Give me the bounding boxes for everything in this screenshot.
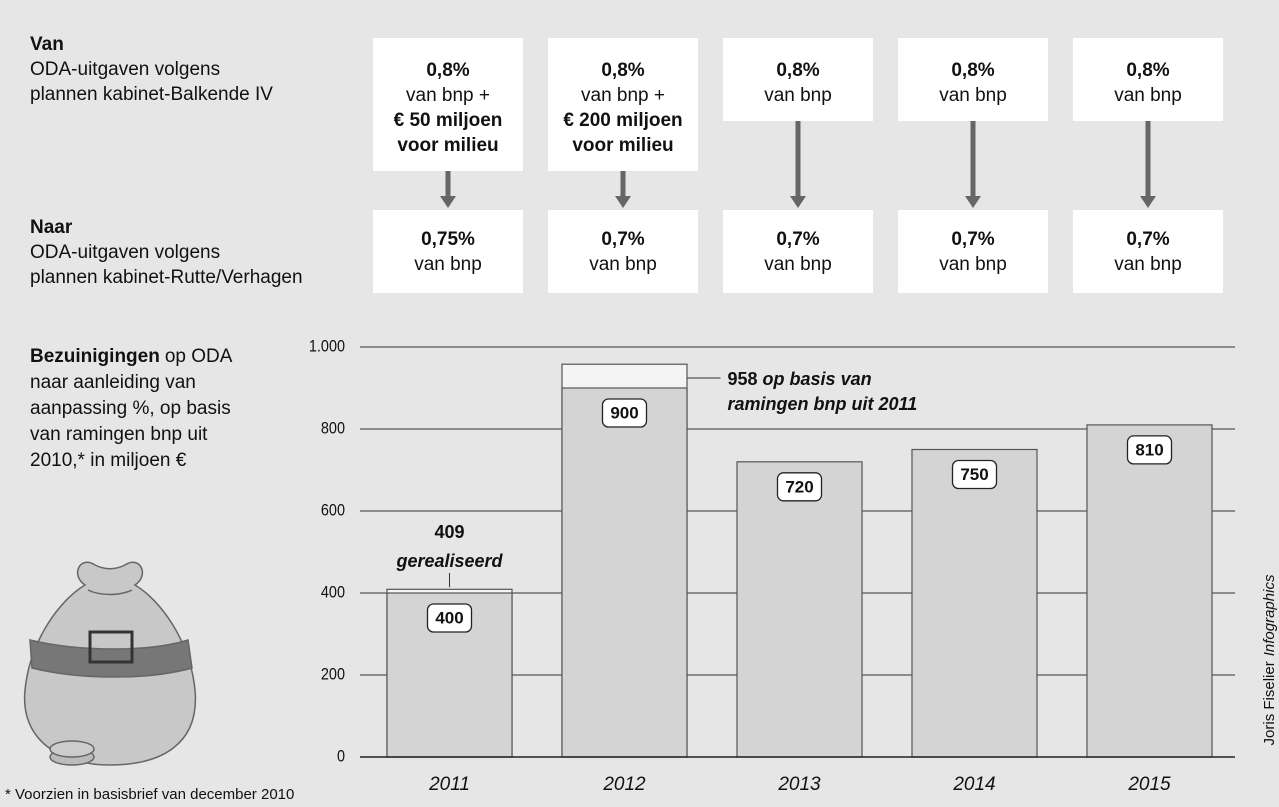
value-label: 750 — [960, 465, 988, 484]
bar — [737, 462, 862, 757]
credit-name: Joris Fiselier — [1261, 661, 1278, 745]
to-box — [898, 210, 1048, 293]
bar — [912, 450, 1037, 758]
data-label: 958 — [728, 369, 758, 389]
box-pct: 0,8% — [951, 60, 994, 81]
y-tick-label: 600 — [321, 501, 345, 519]
box-line-bold: € 200 miljoen — [563, 110, 682, 131]
block-title: Van — [30, 34, 64, 55]
x-tick-label: 2013 — [777, 774, 821, 795]
x-tick-label: 2012 — [602, 774, 646, 795]
infographic: Van ODA-uitgaven volgens plannen kabinet-B… — [0, 0, 1279, 807]
annotation-text: op basis van — [763, 369, 872, 389]
box-line: van bnp — [589, 254, 657, 275]
box-pct: 0,8% — [1126, 60, 1169, 81]
to-box — [723, 210, 873, 293]
block-line: ODA-uitgaven volgens — [30, 59, 220, 80]
box-line: van bnp — [939, 85, 1007, 106]
y-tick-label: 400 — [321, 583, 345, 601]
block-line: ODA-uitgaven volgens — [30, 242, 220, 263]
box-pct: 0,7% — [601, 229, 644, 250]
description-line: 2010,* in miljoen € — [30, 450, 187, 471]
box-line-bold: € 50 miljoen — [394, 110, 503, 131]
box-line: van bnp — [414, 254, 482, 275]
bar — [562, 388, 687, 757]
to-box — [1073, 210, 1223, 293]
y-tick-label: 1.000 — [309, 337, 345, 355]
to-box — [548, 210, 698, 293]
y-tick-label: 800 — [321, 419, 345, 437]
description-line: naar aanleiding van — [30, 372, 196, 393]
box-pct: 0,8% — [776, 60, 819, 81]
box-pct: 0,7% — [951, 229, 994, 250]
box-line: van bnp — [1114, 254, 1182, 275]
x-tick-label: 2015 — [1127, 774, 1171, 795]
annotation-text: ramingen bnp uit 2011 — [728, 394, 918, 414]
box-pct: 0,75% — [421, 229, 475, 250]
value-label: 810 — [1135, 440, 1163, 459]
box-line: van bnp + — [581, 85, 665, 106]
coin — [50, 741, 94, 757]
x-tick-label: 2014 — [952, 774, 995, 795]
block-line: plannen kabinet-Rutte/Verhagen — [30, 267, 303, 288]
credit-agency: Infographics — [1261, 574, 1278, 656]
description-line: aanpassing %, op basis — [30, 398, 231, 419]
data-label: 409 — [434, 522, 464, 542]
x-tick-label: 2011 — [428, 774, 470, 795]
box-pct: 0,8% — [426, 60, 469, 81]
box-line: van bnp — [939, 254, 1007, 275]
box-pct: 0,8% — [601, 60, 644, 81]
box-line: van bnp — [764, 85, 832, 106]
value-label: 900 — [610, 403, 638, 422]
box-line-bold: voor milieu — [572, 135, 673, 156]
page: {"van": {"title": "Van", "lines": ["ODA-… — [0, 0, 1279, 807]
block-title: Naar — [30, 217, 73, 238]
value-label: 720 — [785, 477, 813, 496]
annotation: gerealiseerd — [395, 551, 503, 571]
bar — [1087, 425, 1212, 757]
y-tick-label: 200 — [321, 665, 345, 683]
description-line: van ramingen bnp uit — [30, 424, 208, 445]
description-rest: op ODA — [165, 346, 233, 367]
box-line: van bnp + — [406, 85, 490, 106]
box-pct: 0,7% — [776, 229, 819, 250]
y-tick-label: 0 — [337, 747, 345, 765]
box-pct: 0,7% — [1126, 229, 1169, 250]
value-label: 400 — [435, 608, 463, 627]
box-line: van bnp — [1114, 85, 1182, 106]
box-line: van bnp — [764, 254, 832, 275]
box-line-bold: voor milieu — [397, 135, 498, 156]
footnote: * Voorzien in basisbrief van december 20… — [5, 786, 294, 803]
description-bold: Bezuinigingen — [30, 346, 160, 367]
to-box — [373, 210, 523, 293]
block-line: plannen kabinet-Balkende IV — [30, 84, 273, 105]
